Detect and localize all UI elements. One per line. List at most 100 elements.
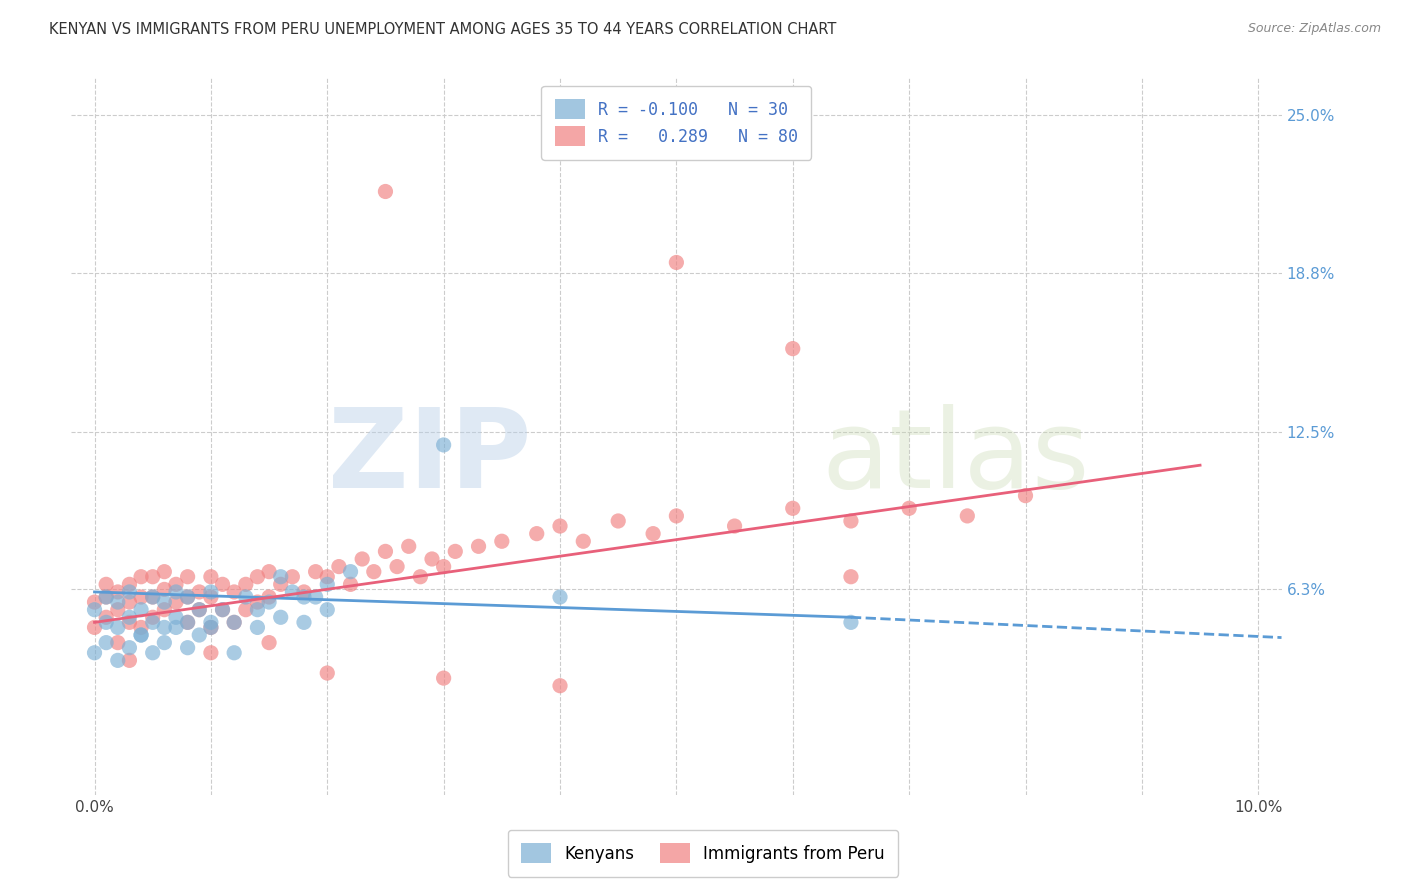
- Point: [548, 679, 571, 693]
- Point: [200, 570, 222, 584]
- Point: [839, 514, 862, 528]
- Point: [153, 620, 176, 634]
- Text: ZIP: ZIP: [328, 404, 531, 511]
- Point: [94, 590, 117, 604]
- Point: [211, 577, 233, 591]
- Point: [224, 646, 246, 660]
- Point: [352, 552, 374, 566]
- Point: [444, 544, 467, 558]
- Point: [153, 565, 176, 579]
- Point: [956, 508, 979, 523]
- Point: [467, 539, 489, 553]
- Point: [782, 501, 804, 516]
- Point: [898, 501, 921, 516]
- Point: [153, 595, 176, 609]
- Point: [94, 590, 117, 604]
- Point: [107, 620, 129, 634]
- Point: [374, 185, 396, 199]
- Point: [118, 615, 141, 630]
- Point: [142, 610, 165, 624]
- Point: [118, 640, 141, 655]
- Point: [118, 585, 141, 599]
- Point: [292, 585, 315, 599]
- Point: [643, 526, 665, 541]
- Point: [782, 342, 804, 356]
- Legend: Kenyans, Immigrants from Peru: Kenyans, Immigrants from Peru: [508, 830, 898, 877]
- Point: [374, 544, 396, 558]
- Point: [142, 615, 165, 630]
- Point: [200, 620, 222, 634]
- Point: [188, 602, 211, 616]
- Point: [433, 559, 456, 574]
- Point: [839, 570, 862, 584]
- Point: [107, 635, 129, 649]
- Point: [118, 595, 141, 609]
- Point: [224, 585, 246, 599]
- Point: [188, 628, 211, 642]
- Point: [665, 508, 688, 523]
- Point: [211, 602, 233, 616]
- Point: [257, 635, 280, 649]
- Point: [142, 570, 165, 584]
- Point: [200, 615, 222, 630]
- Point: [176, 590, 198, 604]
- Point: [188, 602, 211, 616]
- Legend: R = -0.100   N = 30, R =   0.289   N = 80: R = -0.100 N = 30, R = 0.289 N = 80: [541, 86, 811, 160]
- Point: [433, 438, 456, 452]
- Point: [176, 615, 198, 630]
- Point: [723, 519, 745, 533]
- Point: [246, 570, 269, 584]
- Point: [83, 620, 105, 634]
- Point: [83, 646, 105, 660]
- Point: [235, 602, 257, 616]
- Point: [107, 595, 129, 609]
- Point: [142, 646, 165, 660]
- Point: [270, 610, 292, 624]
- Point: [142, 590, 165, 604]
- Point: [398, 539, 420, 553]
- Point: [246, 602, 269, 616]
- Point: [176, 590, 198, 604]
- Point: [409, 570, 432, 584]
- Point: [224, 615, 246, 630]
- Point: [118, 577, 141, 591]
- Point: [246, 595, 269, 609]
- Point: [118, 653, 141, 667]
- Point: [129, 602, 152, 616]
- Point: [572, 534, 595, 549]
- Point: [200, 585, 222, 599]
- Point: [200, 620, 222, 634]
- Point: [420, 552, 443, 566]
- Point: [304, 590, 326, 604]
- Point: [211, 602, 233, 616]
- Point: [665, 255, 688, 269]
- Point: [83, 602, 105, 616]
- Text: Source: ZipAtlas.com: Source: ZipAtlas.com: [1247, 22, 1381, 36]
- Point: [176, 640, 198, 655]
- Point: [316, 577, 339, 591]
- Point: [363, 565, 385, 579]
- Point: [433, 671, 456, 685]
- Point: [176, 615, 198, 630]
- Point: [118, 610, 141, 624]
- Point: [339, 577, 361, 591]
- Point: [129, 628, 152, 642]
- Point: [129, 628, 152, 642]
- Point: [304, 565, 326, 579]
- Point: [281, 570, 304, 584]
- Point: [176, 570, 198, 584]
- Point: [165, 620, 187, 634]
- Point: [339, 565, 361, 579]
- Point: [257, 590, 280, 604]
- Point: [142, 590, 165, 604]
- Point: [153, 602, 176, 616]
- Point: [153, 582, 176, 597]
- Point: [165, 585, 187, 599]
- Point: [491, 534, 513, 549]
- Point: [257, 565, 280, 579]
- Point: [316, 602, 339, 616]
- Point: [548, 590, 571, 604]
- Point: [129, 570, 152, 584]
- Point: [129, 590, 152, 604]
- Point: [94, 635, 117, 649]
